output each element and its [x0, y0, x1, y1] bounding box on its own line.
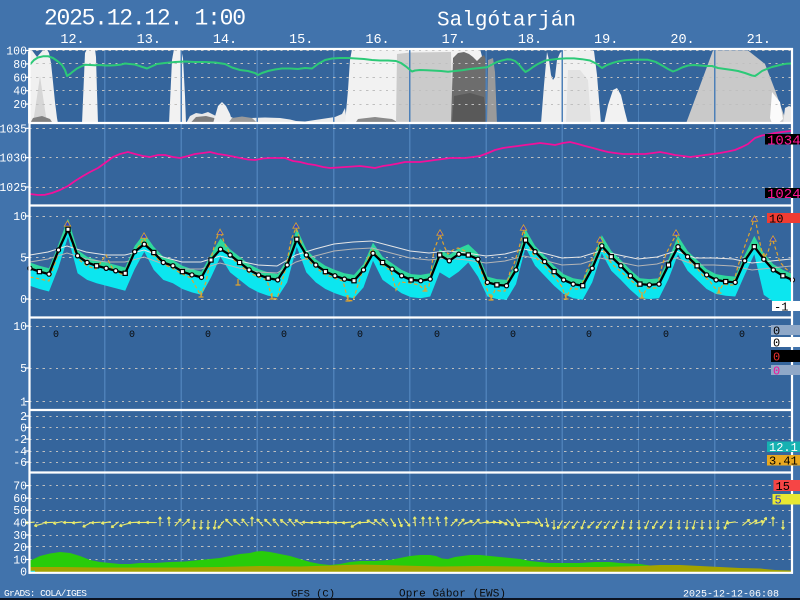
svg-text:12.1: 12.1: [769, 441, 798, 455]
svg-text:40: 40: [13, 86, 27, 99]
svg-text:1035: 1035: [0, 123, 27, 136]
svg-text:0: 0: [773, 364, 780, 378]
svg-text:100: 100: [6, 46, 27, 59]
svg-text:2025.12.12. 1:00: 2025.12.12. 1:00: [44, 6, 246, 32]
svg-text:70: 70: [13, 481, 27, 494]
svg-text:14.: 14.: [213, 33, 237, 48]
svg-text:0: 0: [510, 330, 516, 341]
svg-text:-4: -4: [13, 446, 27, 459]
svg-text:15: 15: [776, 480, 790, 494]
svg-text:0: 0: [20, 423, 27, 436]
svg-text:2: 2: [20, 411, 27, 424]
svg-text:30: 30: [13, 530, 27, 543]
svg-text:15.: 15.: [289, 33, 313, 48]
svg-text:60: 60: [13, 493, 27, 506]
svg-text:0: 0: [357, 330, 363, 341]
svg-text:21.: 21.: [747, 33, 771, 48]
svg-text:0: 0: [53, 330, 59, 341]
svg-text:0: 0: [773, 350, 780, 364]
svg-text:1034: 1034: [767, 133, 800, 149]
svg-text:18.: 18.: [518, 33, 542, 48]
svg-text:10: 10: [13, 211, 27, 224]
svg-text:1024: 1024: [767, 187, 800, 203]
svg-text:0: 0: [739, 330, 745, 341]
svg-text:20.: 20.: [670, 33, 694, 48]
svg-text:16.: 16.: [365, 33, 389, 48]
svg-text:3.41: 3.41: [769, 455, 798, 469]
svg-text:40: 40: [13, 518, 27, 531]
svg-text:0: 0: [586, 330, 592, 341]
svg-text:0: 0: [129, 330, 135, 341]
svg-text:50: 50: [13, 505, 27, 518]
svg-text:-6: -6: [13, 457, 27, 470]
svg-text:0: 0: [20, 294, 27, 307]
svg-text:10: 10: [769, 212, 783, 226]
svg-text:20: 20: [13, 99, 27, 112]
svg-text:1025: 1025: [0, 182, 27, 195]
svg-text:17.: 17.: [442, 33, 466, 48]
svg-text:2025-12-12-06:08: 2025-12-12-06:08: [683, 590, 779, 600]
svg-text:80: 80: [13, 59, 27, 72]
svg-text:-1: -1: [774, 300, 788, 314]
svg-text:0: 0: [773, 324, 780, 338]
svg-text:10: 10: [13, 321, 27, 334]
svg-text:0: 0: [434, 330, 440, 341]
svg-text:GFS (C): GFS (C): [291, 589, 335, 600]
svg-text:5: 5: [20, 253, 27, 266]
svg-text:10: 10: [13, 555, 27, 568]
svg-text:0: 0: [773, 336, 780, 350]
svg-text:Salgótarján: Salgótarján: [437, 10, 576, 33]
svg-text:1030: 1030: [0, 153, 27, 166]
svg-text:0: 0: [281, 330, 287, 341]
svg-text:5: 5: [20, 363, 27, 376]
svg-text:0: 0: [663, 330, 669, 341]
svg-text:1: 1: [20, 397, 27, 410]
svg-text:20: 20: [13, 542, 27, 555]
svg-text:13.: 13.: [137, 33, 161, 48]
svg-text:12.: 12.: [60, 33, 84, 48]
svg-text:-2: -2: [13, 434, 27, 447]
svg-text:Opre Gábor (EWS): Opre Gábor (EWS): [399, 589, 506, 600]
svg-text:0: 0: [205, 330, 211, 341]
svg-text:60: 60: [13, 72, 27, 85]
svg-text:0: 0: [20, 566, 27, 579]
svg-text:5: 5: [775, 494, 782, 508]
svg-text:19.: 19.: [594, 33, 618, 48]
svg-text:GrADS: COLA/IGES: GrADS: COLA/IGES: [4, 588, 87, 599]
